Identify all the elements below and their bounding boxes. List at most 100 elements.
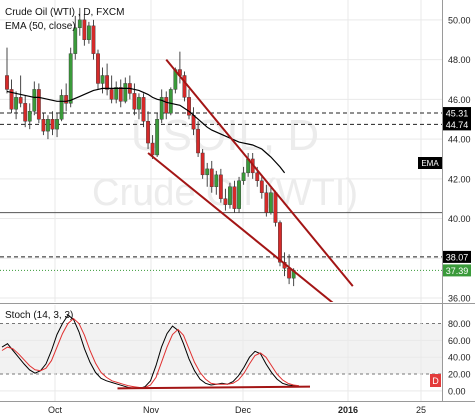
price-tag-label: 45.31	[446, 109, 469, 119]
candle	[86, 21, 91, 44]
candle	[228, 182, 232, 209]
trendline[interactable]	[147, 152, 339, 308]
candle	[273, 190, 278, 227]
candle	[77, 7, 82, 36]
candle-body	[182, 75, 187, 98]
stoch-tick-label: 80.00	[448, 319, 471, 329]
candle-body	[278, 222, 282, 263]
candle	[146, 111, 150, 150]
candle-body	[27, 111, 32, 122]
candle	[91, 19, 96, 60]
candle-body	[73, 27, 78, 54]
stoch-tick-label: 20.00	[448, 370, 471, 380]
candle-body	[155, 119, 160, 156]
time-tick-label: 2016	[338, 405, 358, 415]
time-tick-label: Dec	[235, 405, 252, 415]
trendline[interactable]	[165, 58, 354, 287]
candle	[27, 103, 32, 130]
candle-body	[164, 97, 169, 114]
stoch-k-line	[1, 314, 300, 389]
time-tick-label: Nov	[143, 405, 160, 415]
candle	[18, 75, 23, 108]
candle-body	[100, 75, 105, 84]
candle	[123, 77, 128, 104]
candle	[32, 81, 37, 116]
stoch-tag-label: D	[432, 376, 439, 386]
candle-body	[214, 174, 219, 187]
price-tag: 44.74	[443, 118, 471, 131]
candle-body	[91, 25, 96, 54]
candle	[269, 186, 273, 215]
candle-body	[36, 89, 41, 120]
candle-body	[82, 19, 87, 40]
trendlines[interactable]	[147, 58, 354, 308]
candle	[64, 83, 69, 112]
stoch-tick-label: 60.00	[448, 336, 471, 346]
candle-body	[96, 53, 100, 84]
candle	[264, 184, 269, 217]
time-axis[interactable]: Oct Nov Dec 2016 25	[48, 405, 426, 415]
candle	[14, 91, 18, 120]
candle-body	[228, 186, 232, 205]
candle	[241, 166, 246, 185]
price-tag-box	[443, 250, 471, 263]
price-tag-box	[443, 264, 471, 277]
price-tag-label: 38.07	[446, 252, 469, 262]
price-tick-label: 42.00	[448, 174, 471, 184]
candle	[159, 89, 164, 124]
candle-body	[137, 97, 141, 110]
candle-body	[59, 95, 64, 120]
stoch-support-line[interactable]	[117, 385, 311, 390]
ema-line[interactable]	[6, 87, 286, 174]
candle	[150, 135, 155, 159]
candle	[73, 15, 78, 60]
candle-body	[287, 268, 291, 279]
price-tick-label: 50.00	[448, 15, 471, 25]
candle-body	[132, 93, 137, 110]
candle-body	[55, 119, 59, 130]
candle	[55, 113, 59, 138]
candle-body	[159, 97, 164, 120]
price-tag: 38.07	[443, 250, 471, 263]
time-tick-label: 25	[416, 405, 426, 415]
price-tick-label: 46.00	[448, 95, 471, 105]
candle	[214, 170, 219, 195]
candle-body	[205, 168, 210, 176]
candle	[196, 121, 200, 157]
stoch-axis[interactable]: 0.00 20.00 40.00 60.00 80.00	[448, 319, 471, 396]
candle-body	[232, 186, 237, 209]
candle	[96, 49, 100, 90]
candle	[105, 63, 110, 96]
candle-body	[46, 119, 50, 132]
stoch-tick-label: 40.00	[448, 353, 471, 363]
candle	[168, 87, 173, 116]
candle-body	[191, 115, 196, 130]
stoch-lines	[1, 314, 311, 390]
ema-tag-box	[418, 157, 442, 169]
price-tick-label: 36.00	[448, 294, 471, 304]
candle	[59, 89, 64, 122]
candle-body	[68, 53, 73, 104]
stoch-title[interactable]: Stoch (14, 3, 3)	[5, 310, 73, 321]
ema-tag: EMA	[418, 157, 442, 169]
candle-body	[77, 19, 82, 29]
ema-tag-label: EMA	[421, 159, 439, 168]
candle	[141, 93, 146, 128]
candle	[155, 113, 160, 157]
candle-body	[218, 174, 223, 199]
candle	[182, 71, 187, 102]
candle	[259, 174, 264, 199]
indicator-label[interactable]: EMA (50, close)	[5, 21, 76, 32]
candle-body	[5, 75, 9, 90]
chart-title[interactable]: Crude Oil (WTI) , D, FXCM	[5, 7, 124, 18]
candle	[278, 220, 282, 267]
candle	[187, 89, 191, 120]
candle-body	[259, 180, 264, 193]
candle	[132, 83, 137, 116]
candle-body	[9, 89, 14, 110]
candle	[218, 168, 223, 203]
candle	[237, 176, 241, 213]
candle-body	[200, 152, 205, 176]
price-tick-label: 48.00	[448, 55, 471, 65]
